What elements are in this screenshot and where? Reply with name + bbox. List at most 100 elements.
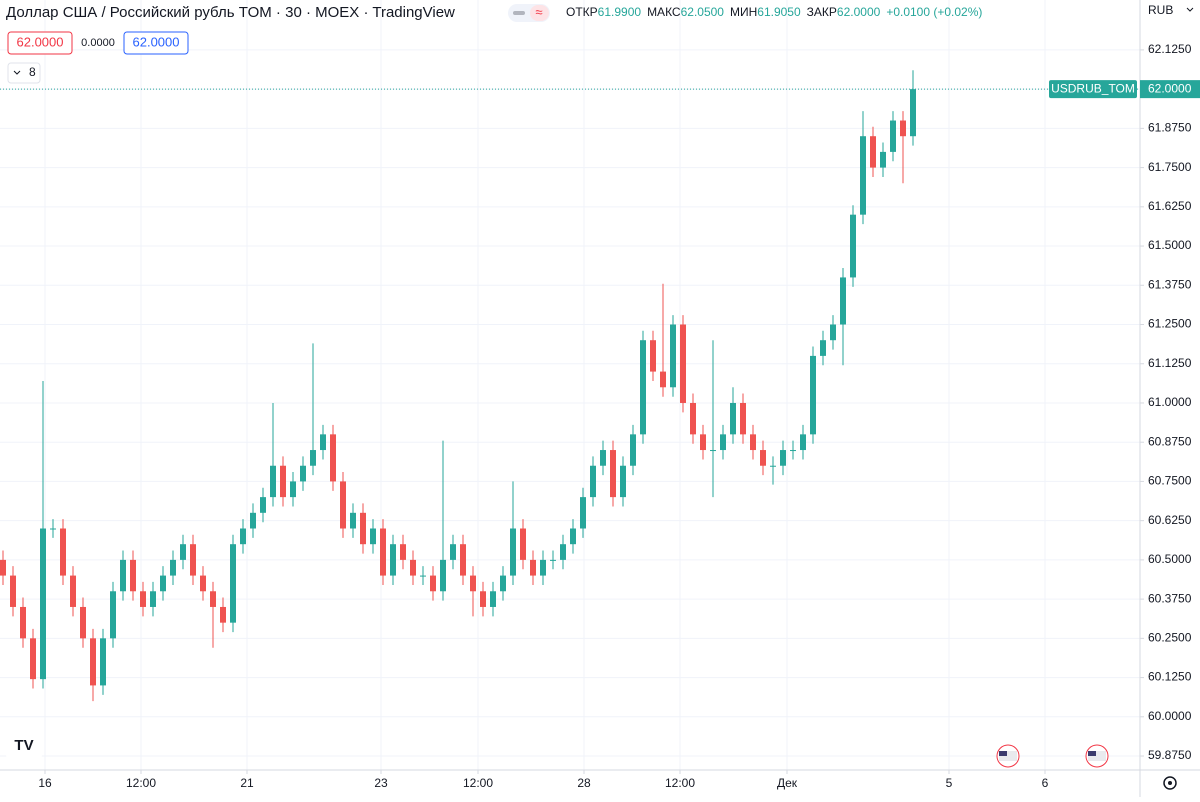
candle-body [830,324,836,341]
candle-body [60,528,66,576]
candle-body [130,559,136,592]
x-tick-label: 5 [946,776,953,790]
candle-body [720,434,726,451]
sell-button[interactable] [7,31,73,55]
series-name-box [1049,80,1137,99]
settings-icon[interactable] [1163,776,1177,790]
candle-body [750,434,756,451]
y-tick-label: 60.3750 [1148,591,1192,605]
axes: 62.1250 62.0000 61.8750 61.7500 61.6250 61.50… [38,42,1200,790]
candle-body [80,606,86,639]
candle-body [510,528,516,576]
logo[interactable] [6,733,42,759]
y-tick-label: 61.0000 [1148,395,1192,409]
y-tick-label: 60.5000 [1148,552,1192,566]
logo-icon: TV [14,737,33,754]
candle-body [370,528,376,545]
toggle-icon: ≈ [535,4,542,19]
ohlc-value: 62.0000 [837,5,881,19]
candle-body [480,591,486,607]
candle-body [360,512,366,545]
candle-body [640,340,646,435]
candle-body [460,544,466,576]
buy-button[interactable] [123,31,189,55]
indicators-button[interactable] [7,62,41,84]
ohlc-label: МАКС [647,5,681,19]
x-tick-label: 23 [374,776,388,790]
candle-body [170,559,176,576]
candle-body [650,340,656,372]
y-tick-label: 61.1250 [1148,356,1192,370]
candle-body [810,355,816,435]
spread: 0.0000 [81,37,115,49]
flag-icon [999,751,1007,756]
event-flag[interactable] [1085,744,1109,768]
candle-body [660,371,666,388]
sell-price: 62.0000 [17,34,64,49]
x-tick-label: 6 [1042,776,1049,790]
candle-body [470,575,476,592]
ohlc-legend: ОТКР 61.9900 МАКС 62.0500 МИН 61.9050 ЗАКР 62.0… [566,5,982,19]
flag-icon [1088,751,1106,761]
x-tick-label: 12:00 [665,776,695,790]
candle-body [330,434,336,482]
candle-body [880,151,886,168]
y-tick-label: 60.0000 [1148,709,1192,723]
candle-body [590,465,596,498]
candle-body [90,638,96,686]
candle-body [220,606,226,623]
y-tick-label: 61.7500 [1148,160,1192,174]
y-tick-label: 59.8750 [1148,748,1192,762]
indicators-count: 8 [29,65,36,79]
event-flag[interactable] [996,744,1020,768]
y-tick-label: 61.8750 [1148,121,1192,135]
candle-body [520,528,526,560]
y-tick-label: 61.2500 [1148,317,1192,331]
candle-body [840,277,846,325]
y-tick-label: 60.1250 [1148,670,1192,684]
candle-body [690,402,696,435]
price-change: +0.0100 (+0.02%) [886,5,982,19]
candle-body [110,591,116,639]
candle-body [800,434,806,451]
candle-body [240,528,246,545]
x-tick-label: 12:00 [463,776,493,790]
y-tick-label: 60.8750 [1148,434,1192,448]
candle-body [530,559,536,576]
candle-body [440,559,446,592]
candle-body [550,559,556,561]
candle-body [120,559,126,592]
candle-body [730,402,736,435]
candle-body [320,434,326,451]
flag-icon [999,751,1017,761]
y-tick-label: 60.6250 [1148,513,1192,527]
candle-body [490,591,496,607]
ohlc-label: ЗАКР [807,5,837,19]
candle-body [310,450,316,466]
last-price-label: 62.0000 [1148,81,1192,95]
candle-body [0,559,6,576]
x-tick-label: 16 [38,776,52,790]
candle-body [10,575,16,607]
flag-icon [1088,751,1096,756]
x-tick-label: 21 [240,776,254,790]
candle-body [140,591,146,607]
candle-body [740,402,746,435]
candle-body [760,450,766,466]
candle-body [430,575,436,592]
candle-body [210,591,216,607]
candle-body [280,465,286,498]
candle-body [400,544,406,560]
candle-body [40,528,46,680]
series-name: USDRUB_TOM [1051,81,1135,95]
x-tick-label: 12:00 [126,776,156,790]
candle-body [260,497,266,513]
x-tick-label: Дек [777,776,798,790]
candle-body [620,465,626,498]
candle-body [70,575,76,607]
ohlc-value: 61.9900 [598,5,642,19]
candle-body [780,450,786,466]
candle-body [850,214,856,278]
candle-body [700,434,706,451]
candle-body [150,591,156,607]
